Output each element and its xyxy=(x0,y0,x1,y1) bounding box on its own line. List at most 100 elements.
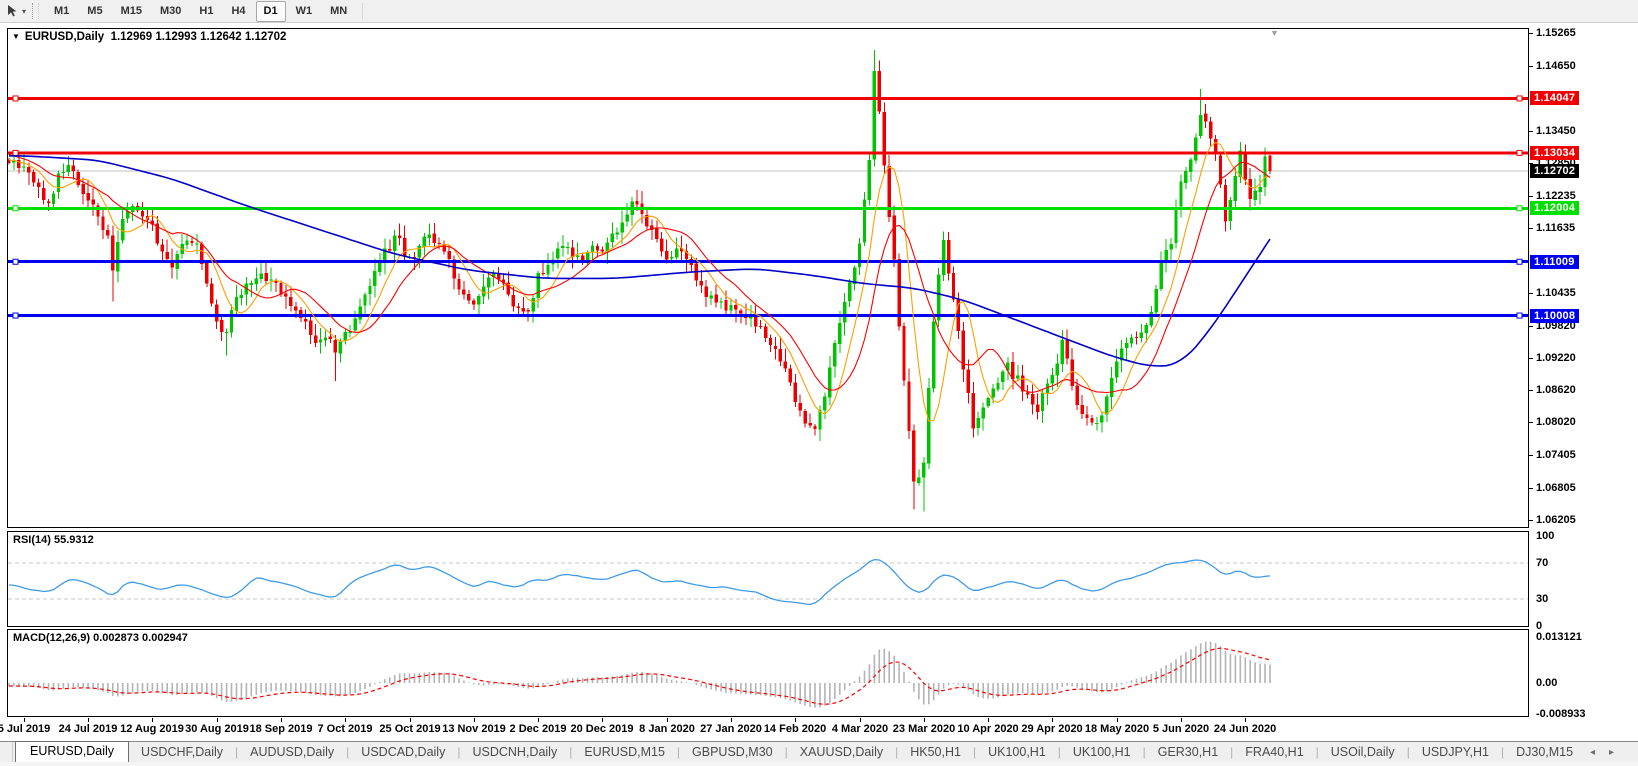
chart-tab-uk100-h1[interactable]: UK100,H1 xyxy=(988,745,1046,759)
hline-price-label[interactable]: 1.13034 xyxy=(1530,146,1580,160)
hline-price-label[interactable]: 1.10008 xyxy=(1530,309,1580,323)
timeframe-button-d1[interactable]: D1 xyxy=(255,0,286,22)
timeframe-button-m1[interactable]: M1 xyxy=(54,5,70,17)
price-tick-label: 1.12235 xyxy=(1536,190,1576,202)
date-tick-mark xyxy=(474,718,475,722)
macd-values: 0.002873 0.002947 xyxy=(93,632,188,644)
tab-separator: | xyxy=(346,745,350,759)
chart-tab-xauusd-daily[interactable]: XAUUSD,Daily xyxy=(799,745,884,759)
chart-tab-fra40-h1[interactable]: FRA40,H1 xyxy=(1245,745,1304,759)
chart-tab-usdcad-daily[interactable]: USDCAD,Daily xyxy=(361,745,446,759)
rsi-chart-canvas[interactable] xyxy=(7,531,1529,627)
price-tick-mark xyxy=(1529,358,1533,359)
rsi-value: 55.9312 xyxy=(53,534,94,546)
macd-indicator-label: MACD(12,26,9) 0.002873 0.002947 xyxy=(13,632,188,644)
price-tick-label: 1.08020 xyxy=(1536,416,1576,428)
date-tick-label: 24 Jul 2019 xyxy=(58,723,118,735)
price-tick-mark xyxy=(1529,520,1533,521)
hline-price-label[interactable]: 1.11009 xyxy=(1530,255,1579,269)
price-tick-label: 1.10435 xyxy=(1536,287,1576,299)
price-tick-label: 1.06805 xyxy=(1536,482,1576,494)
tab-separator: | xyxy=(972,745,977,759)
date-tick-mark xyxy=(1245,718,1246,722)
price-tick-mark xyxy=(1529,66,1533,67)
date-tick-label: 10 Apr 2020 xyxy=(957,723,1019,735)
tab-separator: | xyxy=(1406,745,1410,759)
date-tick-label: 25 Oct 2019 xyxy=(379,723,441,735)
chart-tab-ger30-h1[interactable]: GER30,H1 xyxy=(1157,745,1219,759)
status-strip xyxy=(0,762,1638,766)
tab-separator: | xyxy=(784,745,788,759)
date-tick-mark xyxy=(24,718,25,722)
main-chart-canvas[interactable] xyxy=(7,28,1529,528)
date-tick-label: 7 Oct 2019 xyxy=(317,723,373,735)
chart-tab-usdcnh-daily[interactable]: USDCNH,Daily xyxy=(472,745,558,759)
date-axis[interactable]: 5 Jul 2019 24 Jul 2019 12 Aug 2019 30 Aug 2… xyxy=(0,718,1529,741)
price-tick-mark xyxy=(1529,228,1533,229)
tab-separator: | xyxy=(1142,745,1146,759)
price-tick-label: 1.06205 xyxy=(1536,514,1576,526)
pointer-tool-icon[interactable] xyxy=(4,2,22,20)
date-tick-label: 18 Sep 2019 xyxy=(249,723,313,735)
toolbar-separator xyxy=(362,3,364,19)
date-tick-mark xyxy=(731,718,732,722)
date-tick-label: 29 Apr 2020 xyxy=(1021,723,1083,735)
price-tick-label: 1.07405 xyxy=(1536,449,1576,461)
chart-tab-usdjpy-h1[interactable]: USDJPY,H1 xyxy=(1421,745,1489,759)
date-tick-mark xyxy=(1181,718,1182,722)
date-tick-mark xyxy=(1117,718,1118,722)
date-tick-label: 8 Jan 2020 xyxy=(639,723,695,735)
chart-tab-uk100-h1[interactable]: UK100,H1 xyxy=(1072,745,1131,759)
timeframe-button-m15[interactable]: M15 xyxy=(120,5,142,17)
chart-ohlc-readout: 1.12969 1.12993 1.12642 1.12702 xyxy=(110,31,287,43)
macd-axis-label: 0.00 xyxy=(1536,677,1558,689)
macd-axis-label: 0.013121 xyxy=(1536,631,1582,643)
timeframe-button-h4[interactable]: H4 xyxy=(231,5,246,17)
timeframe-button-mn[interactable]: MN xyxy=(330,5,348,17)
rsi-indicator-label: RSI(14) 55.9312 xyxy=(13,534,94,546)
hline-price-label[interactable]: 1.12004 xyxy=(1530,201,1580,215)
macd-axis-label: -0.008933 xyxy=(1536,708,1586,720)
toolbar-grip[interactable] xyxy=(32,3,40,19)
hline-price-label[interactable]: 1.14047 xyxy=(1530,91,1580,105)
tab-separator: | xyxy=(676,745,681,759)
timeframe-button-m30[interactable]: M30 xyxy=(159,5,182,17)
date-tick-mark xyxy=(88,718,89,722)
price-tick-label: 1.08620 xyxy=(1536,384,1576,396)
chart-shift-marker[interactable]: ▼ xyxy=(1270,28,1279,38)
price-axis[interactable]: 1.15265 1.14650 1.13450 1.12850 1.12235 1.116… xyxy=(1529,23,1638,740)
date-tick-label: 4 Mar 2020 xyxy=(831,723,889,735)
tab-separator: | xyxy=(1230,745,1234,759)
date-tick-mark xyxy=(1052,718,1053,722)
collapse-chart-icon[interactable]: ▼ xyxy=(12,32,20,41)
date-tick-label: 23 Mar 2020 xyxy=(892,723,956,735)
price-tick-mark xyxy=(1529,390,1533,391)
price-tick-label: 1.15265 xyxy=(1536,27,1576,39)
chart-tab-usdchf-daily[interactable]: USDCHF,Daily xyxy=(141,745,223,759)
timeframe-button-m5[interactable]: M5 xyxy=(87,5,103,17)
chart-tab-audusd-daily[interactable]: AUDUSD,Daily xyxy=(250,745,335,759)
date-tick-label: 14 Feb 2020 xyxy=(763,723,827,735)
chart-tab-gbpusd-m30[interactable]: GBPUSD,M30 xyxy=(692,745,773,759)
chart-symbol: EURUSD,Daily xyxy=(24,31,105,43)
chart-tab-hk50-h1[interactable]: HK50,H1 xyxy=(910,745,961,759)
macd-chart-canvas[interactable] xyxy=(7,629,1529,717)
chart-tab-usoil-daily[interactable]: USOil,Daily xyxy=(1330,745,1395,759)
chart-tab-eurusd-daily[interactable]: EURUSD,Daily xyxy=(15,741,130,762)
chart-window: ▼ EURUSD,Daily 1.12969 1.12993 1.12642 1.… xyxy=(0,23,1638,766)
top-toolbar: ▾ M1 M5 M15 M30 H1 H4 D1 W1 MN xyxy=(0,0,1638,23)
price-tick-mark xyxy=(1529,33,1533,34)
chart-tab-dj30-m15[interactable]: DJ30,M15 xyxy=(1516,745,1574,759)
chart-tab-eurusd-m15[interactable]: EURUSD,M15 xyxy=(584,745,665,759)
timeframe-button-w1[interactable]: W1 xyxy=(295,5,313,17)
date-tick-label: 13 Nov 2019 xyxy=(442,723,506,735)
pointer-tool-dropdown-icon[interactable]: ▾ xyxy=(22,6,27,16)
tab-scroll-right-icon[interactable]: ▸ xyxy=(1608,747,1628,758)
timeframe-button-h1[interactable]: H1 xyxy=(199,5,214,17)
price-tick-label: 1.09220 xyxy=(1536,352,1576,364)
chart-tab-bar: EURUSD,Daily USDCHF,Daily | AUDUSD,Daily | US… xyxy=(0,741,1638,762)
tab-separator: | xyxy=(1057,745,1061,759)
tab-scroll-left-icon[interactable]: ◂ xyxy=(1589,747,1609,758)
date-tick-mark xyxy=(924,718,925,722)
price-tick-label: 1.14650 xyxy=(1536,60,1576,72)
